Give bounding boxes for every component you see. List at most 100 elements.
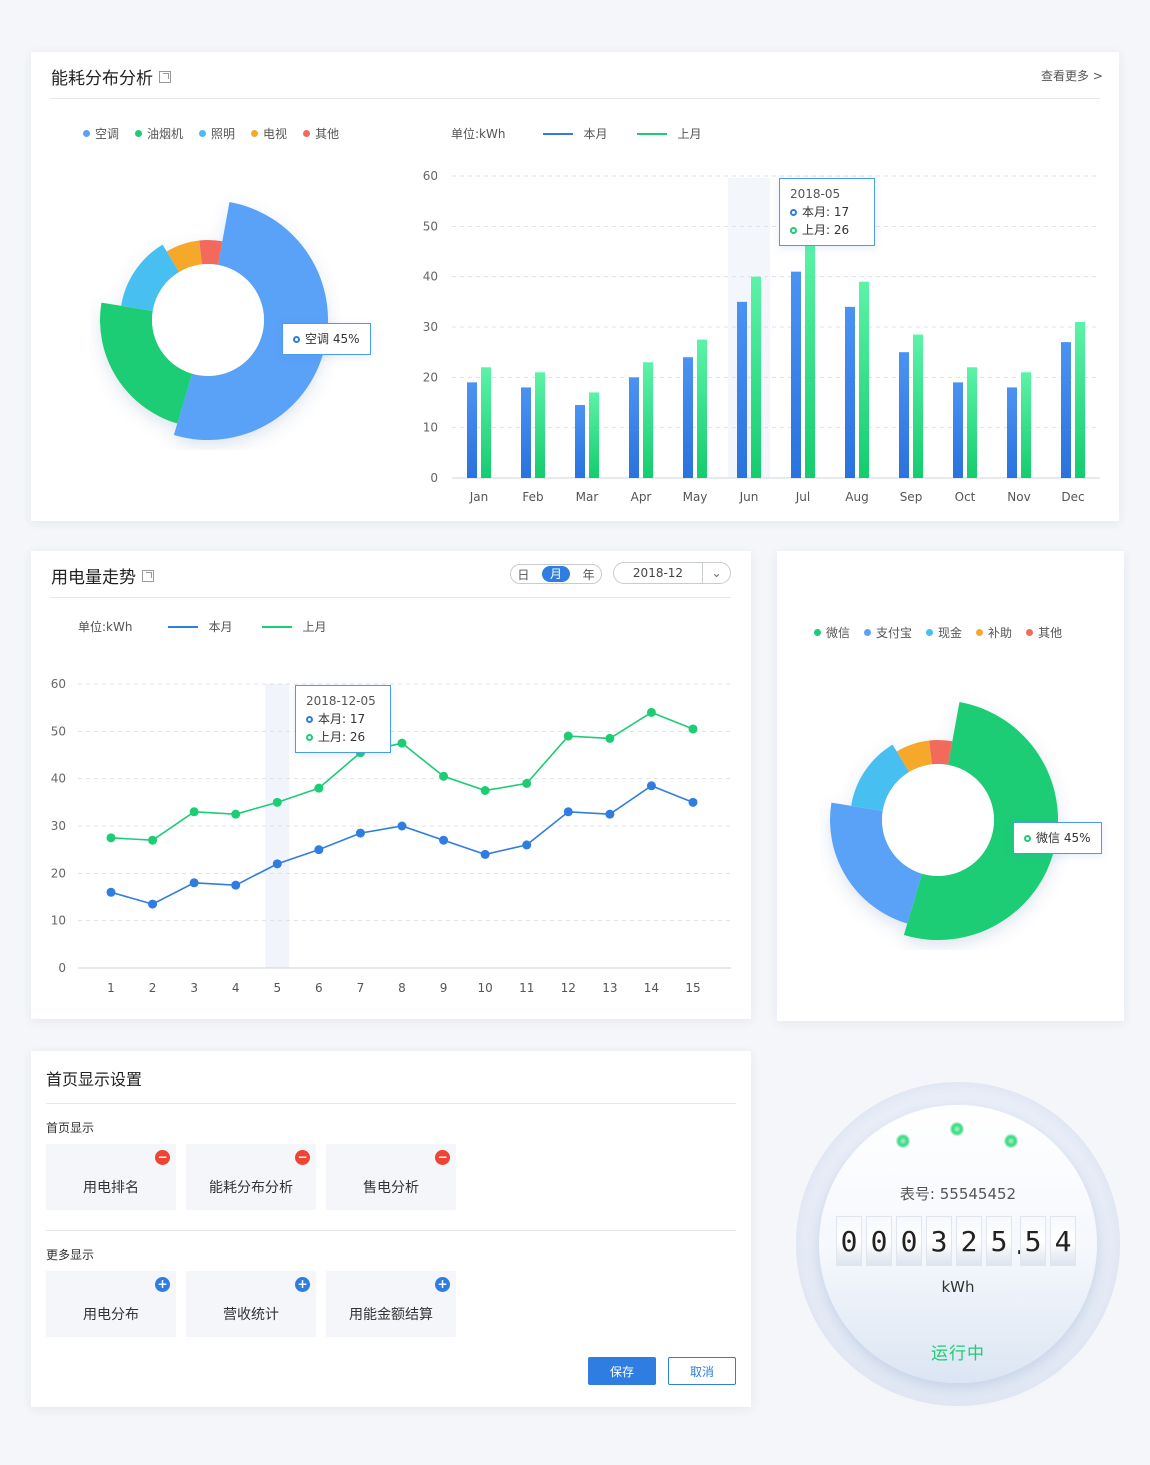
legend-dot (83, 130, 90, 137)
date-select[interactable]: 2018-12 ⌄ (613, 562, 731, 584)
pie-hole (882, 764, 994, 876)
pie-slice (166, 240, 202, 273)
remove-icon[interactable]: − (155, 1150, 170, 1165)
period-year[interactable]: 年 (582, 567, 595, 582)
meter-digit: 0 (836, 1216, 862, 1266)
remove-icon[interactable]: − (435, 1150, 450, 1165)
legend-item[interactable]: 空调 (83, 125, 119, 142)
meter-digit: 5 (986, 1216, 1012, 1266)
legend-item[interactable]: 其他 (303, 125, 339, 142)
meter-digit: 0 (896, 1216, 922, 1266)
x-tick-label: 5 (273, 981, 281, 995)
data-point (106, 833, 116, 843)
legend-item-this-month[interactable]: 本月 (168, 618, 232, 635)
legend-dot (864, 629, 872, 636)
settings-title: 首页显示设置 (46, 1070, 143, 1089)
legend-line (637, 132, 668, 135)
add-icon[interactable]: + (155, 1277, 170, 1292)
legend-item[interactable]: 其他 (1026, 624, 1062, 641)
bar-this-month (1061, 342, 1071, 478)
meter-status: 运行中 (931, 1344, 985, 1364)
y-tick-label: 10 (423, 421, 438, 435)
bar-this-month (467, 382, 477, 478)
bar-last-month (535, 372, 545, 478)
period-month[interactable]: 月 (541, 566, 570, 582)
x-tick-label: 9 (440, 981, 448, 995)
bar-last-month (967, 367, 977, 478)
shown-section-label: 首页显示 (46, 1121, 95, 1135)
meter-digit: 5 (1020, 1216, 1046, 1266)
indicator-light-icon (950, 1122, 964, 1136)
legend-item[interactable]: 照明 (199, 125, 235, 142)
data-point (355, 828, 365, 838)
data-point (439, 835, 449, 845)
y-tick-label: 0 (430, 471, 438, 485)
cancel-button[interactable]: 取消 (668, 1357, 736, 1385)
energy-bar-legend: 单位:kWh 本月 上月 (451, 125, 702, 142)
legend-item[interactable]: 补助 (976, 624, 1012, 641)
data-point (688, 797, 698, 807)
bar-last-month (481, 367, 491, 478)
legend-line (543, 132, 574, 135)
legend-dot (135, 130, 143, 137)
shown-tile[interactable]: 用电排名 − (46, 1144, 176, 1210)
settings-divider (46, 1103, 736, 1104)
energy-bar-tooltip: 2018-05 本月: 17 上月: 26 (779, 178, 875, 246)
add-icon[interactable]: + (295, 1277, 310, 1292)
x-tick-label: 2 (149, 981, 157, 995)
bar-this-month (683, 357, 693, 478)
x-tick-label: Nov (1007, 490, 1030, 504)
x-tick-label: 8 (398, 981, 406, 995)
data-point (646, 781, 656, 791)
data-point (272, 797, 282, 807)
y-tick-label: 20 (423, 370, 438, 384)
shown-tile[interactable]: 售电分析 − (326, 1144, 456, 1210)
x-tick-label: Feb (522, 490, 543, 504)
data-point (189, 878, 199, 888)
hover-band (728, 178, 770, 478)
remove-icon[interactable]: − (295, 1150, 310, 1165)
legend-item-last-month[interactable]: 上月 (262, 618, 327, 635)
data-point (397, 821, 407, 831)
legend-item[interactable]: 现金 (926, 624, 962, 641)
x-tick-label: Jul (795, 490, 810, 504)
legend-dot (199, 130, 207, 137)
legend-item-last-month[interactable]: 上月 (637, 125, 702, 142)
meter-digit: 0 (866, 1216, 892, 1266)
bar-last-month (589, 392, 599, 478)
legend-item[interactable]: 微信 (814, 624, 850, 641)
bar-this-month (629, 377, 639, 478)
meter-reading: 0 0 0 3 2 5 . 5 4 (836, 1216, 1080, 1266)
legend-dot (814, 629, 821, 636)
y-tick-label: 30 (423, 320, 438, 334)
more-tile[interactable]: 用电分布 + (46, 1271, 176, 1337)
shown-tile[interactable]: 能耗分布分析 − (186, 1144, 316, 1210)
meter-digit: 4 (1050, 1216, 1076, 1266)
external-link-icon[interactable] (159, 71, 171, 83)
y-tick-label: 60 (51, 677, 66, 691)
view-more-link[interactable]: 查看更多 > (1041, 69, 1103, 83)
y-tick-label: 50 (51, 724, 66, 738)
more-tile[interactable]: 用能金额结算 + (326, 1271, 456, 1337)
x-tick-label: 10 (478, 981, 493, 995)
legend-item[interactable]: 支付宝 (864, 624, 912, 641)
y-tick-label: 30 (51, 819, 66, 833)
add-icon[interactable]: + (435, 1277, 450, 1292)
legend-item[interactable]: 油烟机 (135, 125, 183, 142)
hover-band (265, 684, 290, 968)
x-tick-label: Aug (845, 490, 868, 504)
period-day[interactable]: 日 (517, 567, 530, 582)
legend-item-this-month[interactable]: 本月 (543, 125, 607, 142)
x-tick-label: Jan (469, 490, 489, 504)
legend-item[interactable]: 电视 (251, 125, 287, 142)
external-link-icon[interactable] (142, 570, 154, 582)
data-point (605, 733, 615, 743)
more-tile[interactable]: 营收统计 + (186, 1271, 316, 1337)
trend-tooltip: 2018-12-05 本月: 17 上月: 26 (295, 685, 391, 753)
save-button[interactable]: 保存 (588, 1357, 656, 1385)
tooltip-marker-icon (306, 716, 313, 723)
data-point (314, 783, 324, 793)
pie-slice (903, 701, 1058, 940)
trend-card (31, 551, 751, 1019)
